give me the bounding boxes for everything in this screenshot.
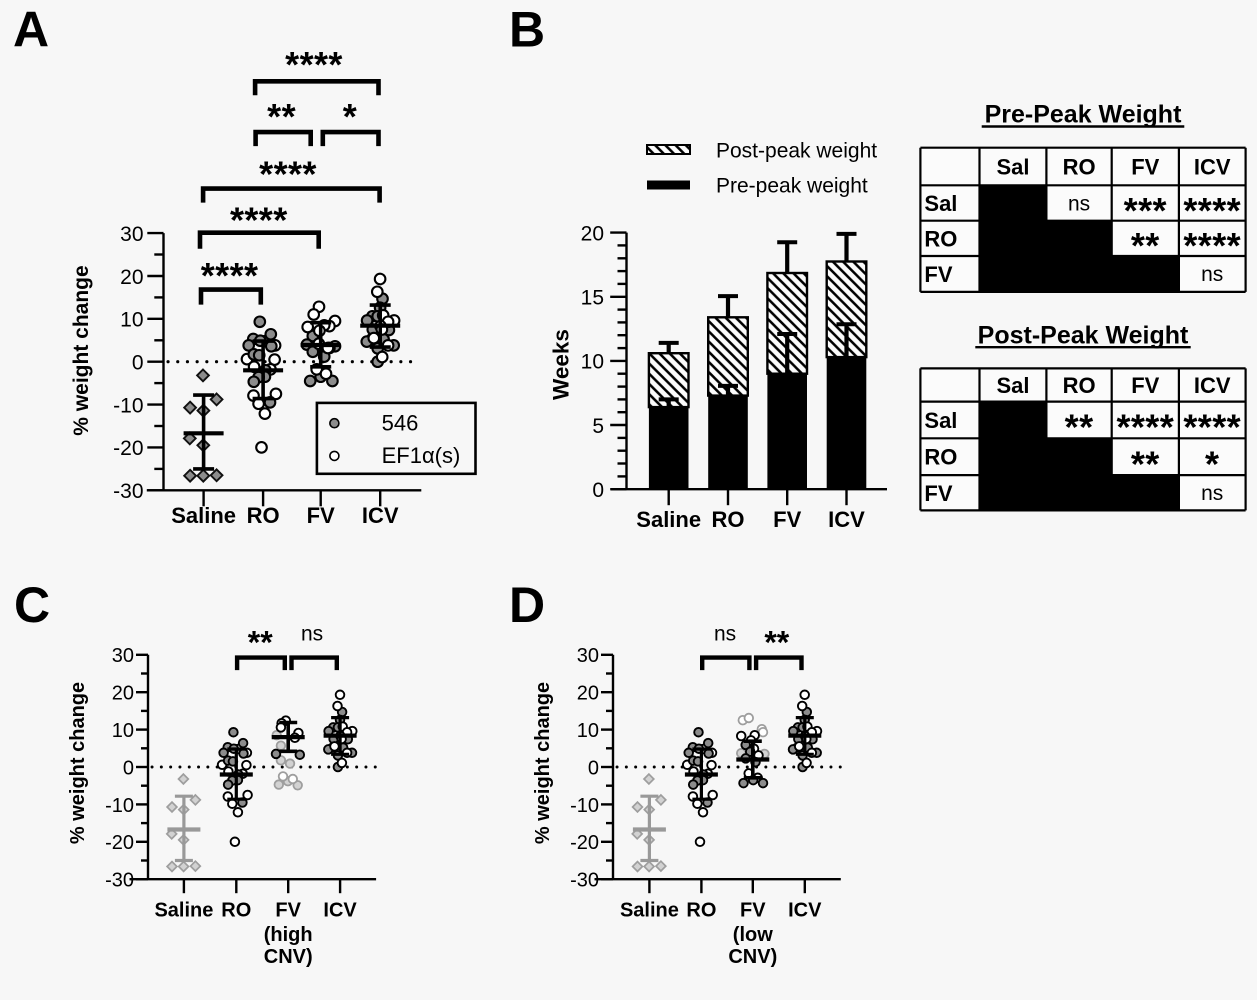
svg-text:Sal: Sal: [996, 155, 1029, 180]
svg-text:0: 0: [123, 757, 134, 779]
svg-text:RO: RO: [712, 507, 745, 532]
svg-text:ICV: ICV: [828, 507, 865, 532]
svg-text:FV: FV: [740, 900, 766, 922]
svg-text:(low: (low: [733, 924, 773, 946]
svg-text:10: 10: [581, 351, 604, 374]
svg-text:CNV): CNV): [728, 946, 777, 968]
svg-text:****: ****: [230, 200, 288, 241]
svg-text:0: 0: [132, 352, 144, 375]
svg-text:ns: ns: [1068, 192, 1090, 215]
svg-text:**: **: [1065, 407, 1094, 448]
svg-text:0: 0: [588, 757, 599, 779]
svg-text:Pre-Peak Weight: Pre-Peak Weight: [985, 101, 1183, 129]
svg-text:FV: FV: [307, 503, 335, 528]
svg-text:-10: -10: [570, 795, 599, 817]
svg-text:**: **: [1131, 225, 1160, 266]
svg-text:A: A: [13, 2, 49, 58]
svg-text:10: 10: [112, 720, 134, 742]
svg-text:% weight change: % weight change: [532, 682, 554, 844]
svg-text:20: 20: [112, 683, 134, 705]
svg-text:C: C: [14, 577, 50, 633]
svg-text:ICV: ICV: [788, 900, 822, 922]
svg-text:-10: -10: [113, 394, 143, 417]
svg-text:ns: ns: [301, 623, 323, 646]
svg-text:-30: -30: [113, 480, 143, 503]
svg-text:****: ****: [1183, 225, 1241, 266]
svg-text:*: *: [343, 96, 357, 137]
svg-text:-20: -20: [105, 832, 134, 854]
svg-text:****: ****: [1183, 407, 1241, 448]
svg-text:-20: -20: [570, 832, 599, 854]
svg-text:% weight change: % weight change: [70, 265, 93, 435]
svg-text:Sal: Sal: [996, 373, 1029, 398]
svg-text:B: B: [509, 2, 545, 58]
svg-text:RO: RO: [1063, 373, 1096, 398]
svg-text:30: 30: [120, 223, 143, 246]
svg-text:ns: ns: [714, 623, 736, 646]
svg-text:FV: FV: [1131, 155, 1159, 180]
svg-text:****: ****: [285, 44, 343, 85]
svg-text:Post-peak weight: Post-peak weight: [716, 139, 877, 162]
svg-text:5: 5: [592, 415, 604, 438]
svg-text:Saline: Saline: [620, 900, 679, 922]
svg-text:RO: RO: [924, 445, 957, 470]
svg-text:10: 10: [577, 720, 599, 742]
svg-text:****: ****: [1183, 190, 1241, 231]
svg-text:Sal: Sal: [924, 408, 957, 433]
svg-text:-30: -30: [570, 870, 599, 892]
svg-text:FV: FV: [275, 900, 301, 922]
svg-text:ICV: ICV: [362, 503, 399, 528]
svg-text:ICV: ICV: [323, 900, 357, 922]
svg-text:****: ****: [259, 153, 317, 194]
svg-text:ns: ns: [1201, 263, 1223, 286]
svg-text:**: **: [1131, 444, 1160, 485]
svg-text:20: 20: [577, 683, 599, 705]
svg-text:RO: RO: [221, 900, 251, 922]
svg-text:Weeks: Weeks: [548, 329, 573, 400]
svg-text:30: 30: [577, 645, 599, 667]
svg-text:RO: RO: [1063, 155, 1096, 180]
svg-text:Saline: Saline: [171, 503, 236, 528]
svg-text:ns: ns: [1201, 482, 1223, 505]
svg-text:30: 30: [112, 645, 134, 667]
svg-text:**: **: [764, 625, 789, 661]
svg-text:546: 546: [382, 411, 419, 436]
svg-text:% weight change: % weight change: [67, 682, 89, 844]
svg-text:****: ****: [201, 255, 259, 296]
svg-text:FV: FV: [924, 262, 952, 287]
svg-text:FV: FV: [1131, 373, 1159, 398]
svg-text:**: **: [248, 625, 273, 661]
svg-text:D: D: [509, 577, 545, 633]
svg-text:RO: RO: [686, 900, 716, 922]
svg-text:-30: -30: [105, 870, 134, 892]
svg-text:FV: FV: [773, 507, 801, 532]
svg-text:Sal: Sal: [924, 191, 957, 216]
svg-text:EF1α(s): EF1α(s): [382, 443, 461, 468]
svg-text:ICV: ICV: [1194, 155, 1231, 180]
svg-text:Saline: Saline: [636, 507, 701, 532]
svg-text:ICV: ICV: [1194, 373, 1231, 398]
svg-text:(high: (high: [264, 924, 313, 946]
svg-text:RO: RO: [247, 503, 280, 528]
svg-text:20: 20: [581, 222, 604, 245]
svg-text:Saline: Saline: [154, 900, 213, 922]
svg-text:CNV): CNV): [264, 946, 313, 968]
svg-text:FV: FV: [924, 481, 952, 506]
svg-text:Post-Peak Weight: Post-Peak Weight: [978, 321, 1189, 349]
svg-text:*: *: [1205, 444, 1219, 485]
svg-text:10: 10: [120, 309, 143, 332]
svg-text:***: ***: [1124, 190, 1167, 231]
svg-text:RO: RO: [924, 226, 957, 251]
svg-text:15: 15: [581, 287, 604, 310]
svg-text:Pre-peak weight: Pre-peak weight: [716, 174, 868, 197]
svg-text:-10: -10: [105, 795, 134, 817]
svg-text:-20: -20: [113, 437, 143, 460]
svg-text:20: 20: [120, 266, 143, 289]
svg-text:**: **: [267, 96, 296, 137]
svg-text:****: ****: [1116, 407, 1174, 448]
svg-text:0: 0: [592, 479, 604, 502]
